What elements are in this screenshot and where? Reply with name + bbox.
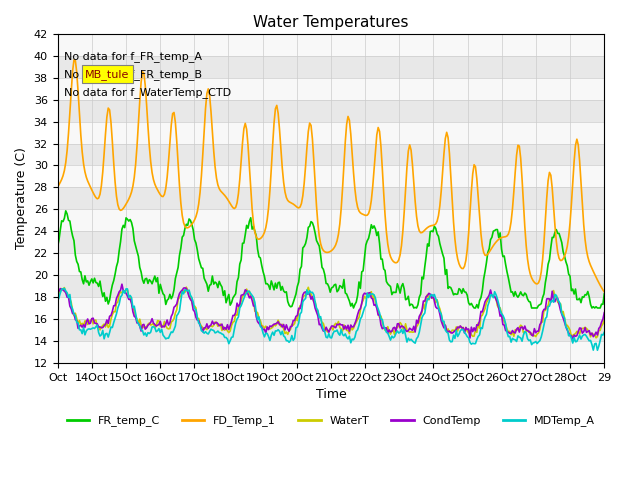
Bar [58,34,604,56]
FR_temp_C [401,286,408,292]
FD_Temp_1 [70,57,78,63]
CondTemp [600,310,608,315]
Bar [58,78,604,100]
MDTemp_A [593,348,601,353]
MDTemp_A [61,286,68,291]
Text: No data for f_WaterTemp_CTD: No data for f_WaterTemp_CTD [65,87,232,97]
Text: No data for f_FR_temp_B: No data for f_FR_temp_B [65,69,202,80]
CondTemp [233,300,241,306]
FD_Temp_1 [233,200,241,206]
FR_temp_C [271,280,279,286]
WaterT [120,288,127,294]
Line: WaterT: WaterT [58,287,604,338]
Title: Water Temperatures: Water Temperatures [253,15,409,30]
FR_temp_C [451,291,459,297]
Text: No data for f_FR_temp_A: No data for f_FR_temp_A [65,50,202,61]
CondTemp [450,329,458,335]
WaterT [182,284,190,290]
Text: MB_tule: MB_tule [85,69,129,80]
WaterT [592,335,600,341]
MDTemp_A [452,328,460,334]
FD_Temp_1 [600,289,608,295]
FD_Temp_1 [452,248,460,254]
WaterT [600,317,608,323]
CondTemp [399,324,406,329]
FD_Temp_1 [450,219,458,225]
MDTemp_A [600,329,608,335]
FD_Temp_1 [399,228,406,234]
FR_temp_C [233,279,241,285]
Bar [58,166,604,187]
X-axis label: Time: Time [316,388,346,401]
CondTemp [271,321,279,327]
WaterT [271,323,279,329]
Line: MDTemp_A: MDTemp_A [58,288,604,350]
Bar [58,121,604,144]
Bar [58,341,604,363]
FD_Temp_1 [271,106,279,112]
FR_temp_C [454,291,461,297]
Bar [58,297,604,319]
Line: CondTemp: CondTemp [58,284,604,339]
WaterT [399,325,406,331]
WaterT [233,312,241,318]
FR_temp_C [121,225,129,230]
Bar [58,209,604,231]
CondTemp [54,288,61,293]
CondTemp [121,288,129,294]
Bar [58,253,604,275]
MDTemp_A [233,316,241,322]
MDTemp_A [271,328,279,334]
WaterT [450,327,458,333]
FR_temp_C [349,305,357,311]
WaterT [452,324,460,330]
FD_Temp_1 [54,184,61,190]
MDTemp_A [121,290,129,296]
Line: FD_Temp_1: FD_Temp_1 [58,60,604,292]
FR_temp_C [62,208,70,214]
MDTemp_A [54,299,61,304]
Legend: FR_temp_C, FD_Temp_1, WaterT, CondTemp, MDTemp_A: FR_temp_C, FD_Temp_1, WaterT, CondTemp, … [62,411,600,431]
Y-axis label: Temperature (C): Temperature (C) [15,147,28,249]
CondTemp [118,281,126,287]
Line: FR_temp_C: FR_temp_C [58,211,604,308]
CondTemp [452,327,460,333]
MDTemp_A [399,331,406,336]
MDTemp_A [450,332,458,338]
FR_temp_C [54,244,61,250]
FD_Temp_1 [121,204,129,209]
CondTemp [569,336,577,342]
FR_temp_C [600,291,608,297]
WaterT [54,296,61,302]
